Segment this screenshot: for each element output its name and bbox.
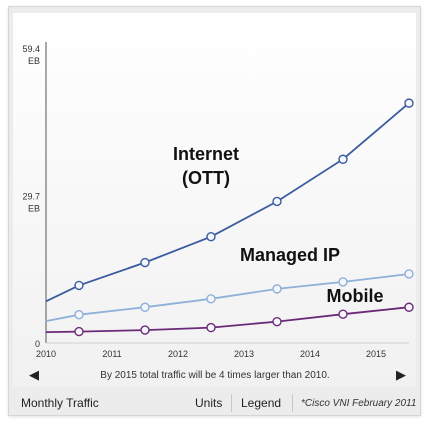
source-note: *Cisco VNI February 2011	[301, 398, 417, 409]
data-point	[272, 196, 282, 207]
widget-footer: Monthly Traffic Units Legend *Cisco VNI …	[9, 390, 420, 416]
data-point	[338, 277, 348, 287]
series-label: (OTT)	[182, 168, 230, 188]
chart-widget: 59.4 EB 29.7 EB 0 2010 2011 2012 2013 2014 2015 Int…	[8, 6, 421, 416]
series-line-2	[45, 306, 410, 333]
y-tick-unit: EB	[28, 204, 40, 214]
data-point	[74, 309, 84, 320]
data-point	[404, 302, 414, 312]
data-point	[338, 154, 348, 164]
footer-divider	[231, 394, 232, 412]
legend-button[interactable]: Legend	[241, 396, 282, 410]
data-point	[140, 325, 150, 335]
chart-card: 59.4 EB 29.7 EB 0 2010 2011 2012 2013 2014 2015 Int…	[13, 13, 416, 387]
y-tick-label: 29.7	[22, 192, 40, 202]
data-point	[404, 269, 414, 279]
data-point	[206, 294, 216, 304]
data-point	[206, 322, 216, 333]
data-point	[74, 326, 84, 337]
data-point	[272, 316, 282, 327]
chart-caption: By 2015 total traffic will be 4 times la…	[100, 370, 329, 381]
x-tick-label: 2012	[168, 349, 188, 359]
data-point	[140, 302, 150, 312]
widget-title: Monthly Traffic	[21, 396, 99, 410]
data-point	[338, 309, 348, 319]
chevron-left-icon[interactable]: ◀	[29, 367, 39, 382]
y-tick-label: 59.4	[22, 44, 40, 54]
footer-divider	[292, 394, 293, 412]
data-point	[272, 284, 282, 294]
series-label: Internet	[173, 144, 239, 164]
y-tick-unit: EB	[28, 56, 40, 66]
x-tick-label: 2015	[366, 349, 386, 359]
series-line-0	[45, 102, 410, 303]
x-tick-label: 2011	[102, 349, 121, 359]
units-button[interactable]: Units	[195, 396, 223, 410]
data-point	[206, 232, 216, 242]
chevron-right-icon[interactable]: ▶	[396, 367, 406, 382]
data-point	[404, 98, 414, 108]
data-point	[140, 257, 150, 268]
series-label: Managed IP	[240, 245, 340, 265]
y-tick-label: 0	[35, 339, 40, 349]
x-tick-label: 2014	[300, 349, 320, 359]
data-point	[74, 280, 84, 291]
x-tick-label: 2010	[36, 349, 56, 359]
x-tick-label: 2013	[234, 349, 254, 359]
series-label: Mobile	[327, 286, 384, 306]
